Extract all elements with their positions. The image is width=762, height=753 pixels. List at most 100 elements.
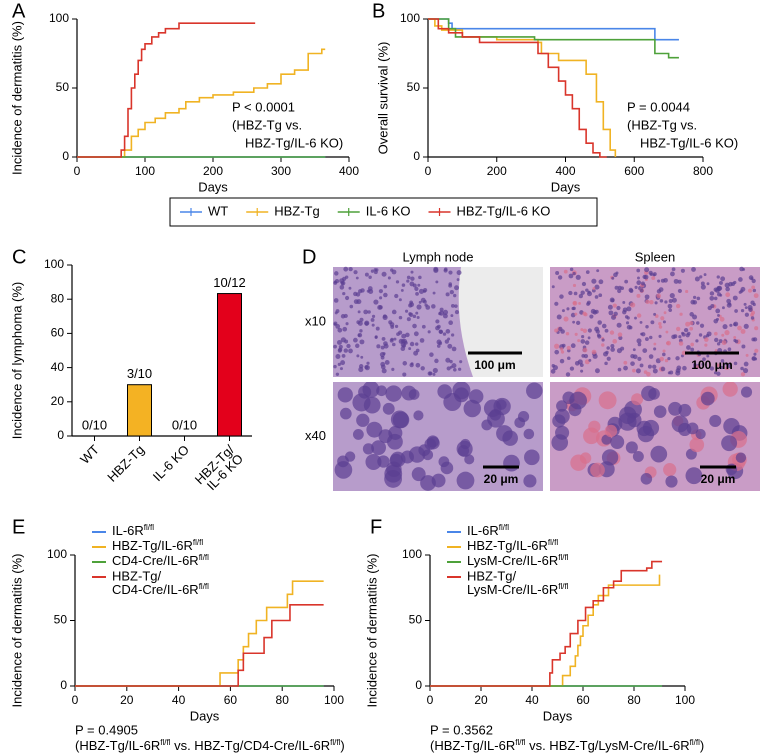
cell xyxy=(596,269,600,273)
x-tick-label: 200 xyxy=(203,164,223,178)
legend-label: IL-6 KO xyxy=(366,203,411,218)
cell xyxy=(714,331,718,336)
cell xyxy=(410,276,415,281)
y-tick-label: 50 xyxy=(54,613,68,627)
cell xyxy=(384,359,390,365)
cell xyxy=(456,440,473,457)
annotation: (HBZ-Tg/IL-6Rfl/fl vs. HBZ-Tg/CD4-Cre/IL… xyxy=(75,738,345,753)
cell xyxy=(639,320,643,324)
x-axis-title: Days xyxy=(198,179,228,194)
x-tick-label: IL-6 KO xyxy=(150,442,192,484)
cell xyxy=(714,337,719,343)
legend-label-run: LysM-Cre/IL-6R xyxy=(467,582,558,597)
x-tick-label: 300 xyxy=(271,164,291,178)
cell xyxy=(662,352,666,357)
cell xyxy=(727,347,732,352)
cell xyxy=(340,360,346,366)
y-tick-label: 50 xyxy=(56,80,70,94)
legend-label: HBZ-Tg/IL-6Rfl/fl xyxy=(467,538,558,554)
cell xyxy=(592,287,596,290)
cell xyxy=(427,371,432,376)
annotation: P = 0.3562 xyxy=(430,722,493,737)
cell xyxy=(720,365,724,370)
cell xyxy=(610,435,625,449)
cell xyxy=(689,437,705,453)
cell xyxy=(728,302,732,306)
cell xyxy=(406,279,410,283)
cell xyxy=(353,291,358,297)
cell xyxy=(657,279,661,283)
y-axis-title: Overall survival (%) xyxy=(375,42,390,155)
series-line xyxy=(430,574,661,687)
cell xyxy=(412,323,417,329)
cell xyxy=(612,339,618,344)
cell xyxy=(598,279,604,285)
cell xyxy=(371,440,386,456)
cell xyxy=(750,316,755,320)
annotation-run: vs. HBZ-Tg/CD4-Cre/IL-6R xyxy=(170,738,330,753)
x-axis-title: Days xyxy=(551,179,581,194)
cell xyxy=(733,336,737,339)
cell xyxy=(565,331,570,336)
cell xyxy=(348,286,352,290)
cell xyxy=(706,282,710,286)
y-axis-title: Incidence of lymphoma (%) xyxy=(9,282,24,440)
cell xyxy=(426,436,440,450)
x-tick-label: 600 xyxy=(624,164,644,178)
cell xyxy=(667,357,671,361)
panel-label: A xyxy=(12,0,26,22)
cell xyxy=(729,323,733,327)
cell xyxy=(568,290,573,296)
cell xyxy=(339,285,345,290)
cell xyxy=(342,291,346,296)
cell xyxy=(523,474,537,488)
value-label: 10/12 xyxy=(213,275,246,290)
cell xyxy=(623,365,628,371)
cell xyxy=(643,274,649,280)
cell xyxy=(747,288,753,293)
cell xyxy=(392,411,410,429)
cell xyxy=(447,343,453,349)
cell xyxy=(368,275,372,280)
cell xyxy=(559,347,564,351)
legend-label-run: fl/fl xyxy=(199,582,209,591)
cell xyxy=(616,348,622,354)
cell xyxy=(345,295,350,301)
cell xyxy=(334,461,353,479)
cell xyxy=(740,386,753,398)
cell xyxy=(690,347,695,352)
cell xyxy=(625,441,638,454)
cell xyxy=(754,357,758,361)
cell xyxy=(665,330,669,334)
cell xyxy=(431,304,436,309)
y-tick-label: 50 xyxy=(407,80,421,94)
cell xyxy=(720,276,726,282)
cell xyxy=(340,407,352,420)
cell xyxy=(408,347,412,351)
cell xyxy=(429,352,434,357)
cell xyxy=(382,352,386,356)
legend-label: WT xyxy=(208,203,228,218)
cell xyxy=(611,314,617,320)
annotation-run: fl/fl xyxy=(515,738,525,747)
cell xyxy=(636,313,642,318)
cell xyxy=(560,350,565,354)
cell xyxy=(416,315,420,320)
cell xyxy=(391,309,397,315)
cell xyxy=(693,362,697,367)
cell xyxy=(338,344,343,349)
cell xyxy=(740,309,745,313)
cell xyxy=(349,304,354,309)
cell xyxy=(716,286,720,290)
cell xyxy=(566,345,571,351)
cell xyxy=(650,445,668,463)
cell xyxy=(648,354,654,359)
cell xyxy=(752,337,758,342)
x-tick-label: 60 xyxy=(576,693,590,707)
cell xyxy=(454,310,460,315)
cell xyxy=(371,323,375,327)
cell xyxy=(630,353,635,359)
cell xyxy=(624,315,629,319)
x-tick-label: 400 xyxy=(555,164,575,178)
annotation: HBZ-Tg/IL-6 KO) xyxy=(245,135,343,150)
